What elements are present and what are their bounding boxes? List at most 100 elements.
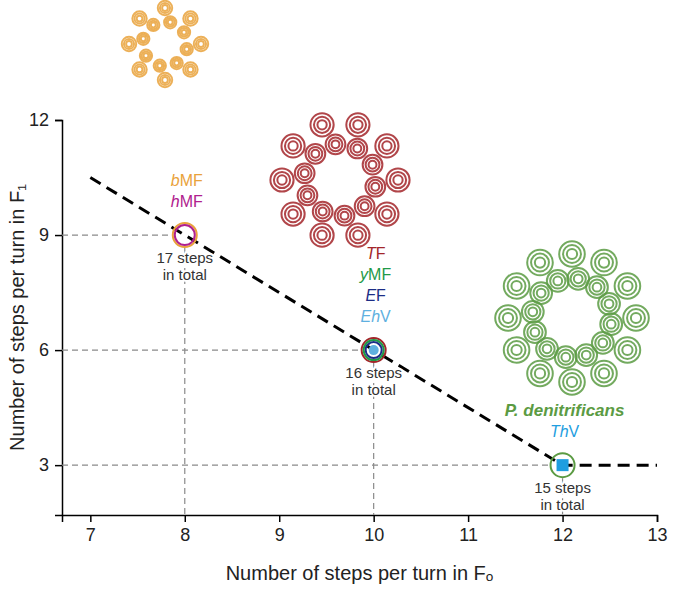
x-tick: 12 bbox=[553, 515, 573, 545]
y-axis-line bbox=[55, 121, 63, 516]
annotation: 16 stepsin total bbox=[345, 364, 402, 398]
helix bbox=[601, 296, 616, 311]
helix bbox=[627, 309, 645, 327]
helix bbox=[182, 30, 187, 35]
helix bbox=[508, 277, 526, 295]
helix bbox=[122, 37, 136, 51]
helix bbox=[350, 117, 366, 133]
helix bbox=[137, 16, 143, 22]
helix bbox=[183, 11, 197, 25]
x-tick: 8 bbox=[180, 515, 190, 545]
guide-line-h bbox=[62, 234, 172, 235]
helix bbox=[371, 183, 379, 191]
helix bbox=[511, 345, 521, 355]
helix bbox=[375, 134, 398, 157]
c-ring-image bbox=[270, 113, 409, 247]
marker bbox=[557, 459, 569, 471]
helix bbox=[504, 273, 530, 299]
y-tick-line bbox=[55, 120, 62, 122]
helix bbox=[285, 206, 301, 222]
x-tick: 9 bbox=[275, 515, 285, 545]
helix bbox=[288, 141, 297, 150]
helix bbox=[185, 64, 195, 74]
x-tick: 13 bbox=[647, 515, 667, 545]
helix bbox=[132, 11, 146, 25]
helix bbox=[157, 63, 162, 68]
helix bbox=[547, 270, 569, 292]
x-tick-label: 13 bbox=[647, 525, 667, 545]
helix bbox=[567, 249, 577, 259]
helix bbox=[531, 328, 540, 337]
helix bbox=[615, 273, 641, 299]
helix bbox=[188, 67, 194, 73]
helix bbox=[298, 166, 312, 180]
x-axis: 7 8 9 10 11 12 13 bbox=[63, 515, 668, 545]
helix bbox=[525, 304, 540, 319]
helix bbox=[178, 26, 190, 38]
helix bbox=[185, 14, 195, 24]
helix bbox=[365, 177, 385, 197]
helix bbox=[313, 202, 333, 222]
helix bbox=[605, 299, 614, 308]
x-tick: 10 bbox=[364, 515, 384, 545]
marker bbox=[366, 342, 382, 358]
ring-images bbox=[122, 1, 649, 395]
helix bbox=[571, 271, 586, 286]
helix bbox=[180, 28, 189, 37]
helix bbox=[332, 140, 340, 148]
series-label: yMF bbox=[359, 266, 391, 283]
helix bbox=[135, 14, 145, 24]
helix bbox=[317, 231, 326, 240]
helix bbox=[528, 307, 537, 316]
x-tick-line bbox=[90, 515, 92, 522]
series-label: hMF bbox=[171, 193, 203, 210]
helix bbox=[160, 3, 170, 13]
helix bbox=[151, 23, 156, 28]
helix bbox=[386, 168, 409, 191]
helix bbox=[553, 277, 562, 286]
helix bbox=[141, 36, 146, 41]
y-axis: 36912 bbox=[29, 110, 63, 515]
annotation: 17 stepsin total bbox=[156, 249, 213, 283]
series-label: ThV bbox=[550, 423, 580, 440]
helix bbox=[527, 325, 542, 340]
marker bbox=[551, 453, 575, 477]
helix bbox=[341, 212, 349, 220]
helix bbox=[270, 168, 293, 191]
helix bbox=[308, 147, 322, 161]
helix bbox=[304, 191, 312, 199]
helix bbox=[137, 67, 143, 73]
helix bbox=[527, 250, 553, 276]
series-label: TF bbox=[366, 245, 386, 262]
x-tick-label: 11 bbox=[459, 525, 478, 545]
y-tick: 9 bbox=[39, 225, 62, 245]
x-tick-label: 10 bbox=[364, 525, 384, 545]
helix bbox=[589, 280, 604, 295]
helix bbox=[575, 344, 597, 366]
helix bbox=[355, 196, 375, 216]
helix bbox=[347, 139, 367, 159]
helix bbox=[329, 137, 343, 151]
x-axis-title: Number of steps per turn in Fₒ bbox=[226, 562, 494, 584]
helix bbox=[188, 16, 194, 22]
marker bbox=[369, 345, 379, 355]
helix bbox=[623, 305, 649, 331]
helix bbox=[298, 185, 318, 205]
helix bbox=[358, 199, 372, 213]
x-tick: 7 bbox=[86, 515, 96, 545]
helix bbox=[607, 320, 616, 329]
marker bbox=[175, 225, 195, 245]
helix bbox=[559, 241, 585, 267]
helix bbox=[310, 113, 333, 136]
helix bbox=[504, 337, 530, 363]
guide-line-h bbox=[62, 465, 550, 466]
helix bbox=[171, 57, 183, 69]
helix bbox=[137, 33, 149, 45]
helix bbox=[598, 293, 620, 315]
helix bbox=[183, 62, 197, 76]
helix bbox=[508, 341, 526, 359]
helix bbox=[543, 344, 552, 353]
annotation: 15 stepsin total bbox=[534, 479, 591, 513]
c-ring-image bbox=[495, 241, 649, 395]
helix bbox=[166, 18, 175, 27]
